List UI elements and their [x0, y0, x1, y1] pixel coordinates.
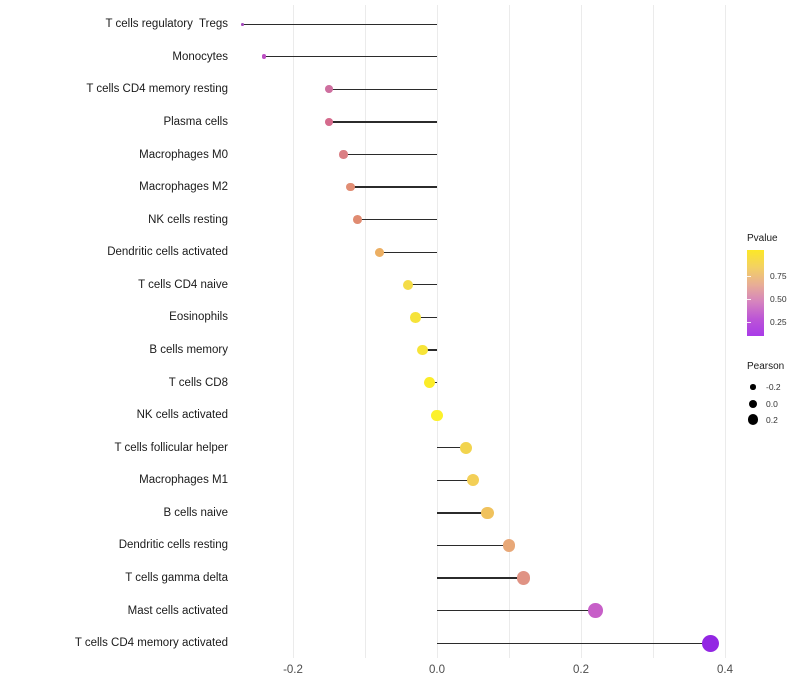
data-point	[325, 85, 333, 94]
lollipop-stick	[242, 23, 437, 25]
data-point	[346, 182, 355, 192]
category-label: Dendritic cells resting	[118, 539, 228, 552]
category-label: Eosinophils	[169, 311, 228, 324]
data-point	[261, 54, 267, 60]
lollipop-stick	[350, 186, 437, 188]
category-label: Macrophages M1	[139, 474, 228, 487]
lollipop-stick	[437, 512, 488, 514]
data-point	[417, 344, 428, 356]
colorbar-tick-mark	[747, 298, 751, 300]
category-label: T cells CD4 naive	[138, 278, 228, 291]
lollipop-stick	[343, 153, 437, 156]
data-point	[466, 474, 480, 487]
category-label: Macrophages M2	[139, 181, 228, 194]
lollipop-stick	[422, 349, 437, 351]
gridline	[292, 5, 294, 658]
category-label: Dendritic cells activated	[107, 246, 228, 259]
data-point	[339, 150, 348, 159]
lollipop-stick	[437, 642, 711, 644]
category-label: T cells CD4 memory resting	[86, 83, 228, 96]
category-label: NK cells resting	[148, 213, 228, 226]
data-point	[424, 377, 436, 389]
gridline	[508, 5, 510, 658]
category-label: T cells gamma delta	[125, 572, 228, 585]
size-legend-label: 0.2	[766, 414, 778, 425]
size-legend-dot	[750, 384, 756, 390]
lollipop-stick	[415, 316, 437, 319]
category-label: T cells CD4 memory activated	[74, 637, 228, 650]
pvalue-colorbar-gradient	[747, 250, 764, 336]
gridline	[364, 5, 366, 658]
lollipop-stick	[408, 284, 437, 286]
lollipop-stick	[437, 479, 473, 481]
x-axis-tick-label: 0.2	[573, 664, 589, 676]
data-point	[403, 279, 414, 290]
lollipop-stick	[437, 609, 596, 612]
x-axis-tick-label: 0.4	[717, 664, 733, 676]
size-legend-label: 0.0	[766, 398, 778, 409]
data-point	[431, 409, 443, 421]
lollipop-stick	[264, 56, 437, 58]
category-label: B cells naive	[163, 506, 228, 519]
data-point	[587, 603, 603, 619]
size-legend-dot	[747, 414, 759, 425]
category-label: T cells follicular helper	[114, 441, 228, 454]
colorbar-tick-mark	[747, 321, 751, 323]
x-axis-tick-label: -0.2	[283, 664, 303, 676]
category-label: Plasma cells	[163, 115, 228, 128]
data-point	[374, 247, 385, 257]
gridline	[652, 5, 654, 658]
data-point	[702, 634, 720, 652]
gridline	[580, 5, 582, 658]
data-point	[516, 571, 531, 585]
colorbar-tick-label: 0.75	[770, 271, 787, 281]
data-point	[459, 441, 472, 454]
data-point	[502, 539, 516, 552]
lollipop-stick	[437, 577, 524, 579]
data-point	[410, 312, 421, 323]
category-label: T cells regulatory Tregs	[105, 18, 228, 31]
gridline	[724, 5, 726, 658]
colorbar-tick-label: 0.25	[770, 316, 787, 327]
size-legend-dot	[749, 399, 757, 408]
gridline	[436, 5, 438, 658]
data-point	[353, 215, 363, 225]
category-label: Mast cells activated	[127, 604, 228, 617]
category-label: T cells CD8	[168, 376, 228, 389]
colorbar-tick-mark	[747, 276, 751, 277]
lollipop-stick	[329, 88, 437, 90]
x-axis-tick-label: 0.0	[429, 664, 445, 676]
category-label: NK cells activated	[136, 409, 228, 422]
lollipop-stick	[357, 219, 437, 221]
lollipop-stick	[437, 447, 466, 449]
size-legend-label: -0.2	[766, 382, 781, 392]
category-label: Monocytes	[172, 50, 228, 63]
data-point	[241, 22, 244, 26]
lollipop-stick	[437, 544, 509, 547]
legend-pvalue-title: Pvalue	[747, 233, 778, 244]
lollipop-stick	[329, 121, 437, 123]
data-point	[325, 118, 333, 126]
category-label: B cells memory	[149, 344, 228, 356]
lollipop-stick	[379, 251, 437, 253]
data-point	[481, 506, 494, 520]
colorbar-tick-label: 0.50	[770, 293, 787, 304]
legend-pearson-title: Pearson	[747, 361, 785, 372]
category-label: Macrophages M0	[139, 148, 228, 161]
